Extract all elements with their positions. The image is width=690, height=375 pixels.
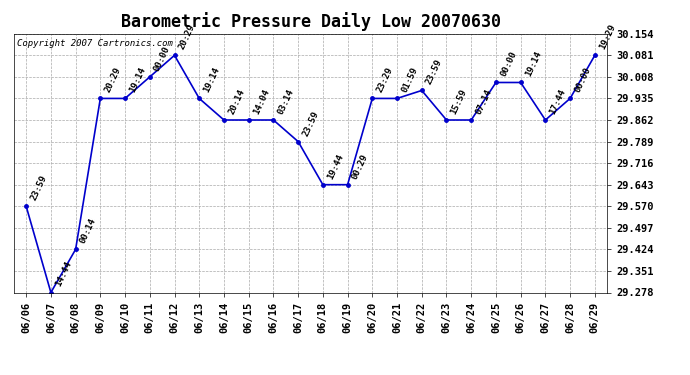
Text: 00:00: 00:00 (152, 45, 172, 73)
Text: 00:29: 00:29 (351, 152, 370, 180)
Text: 03:14: 03:14 (276, 88, 296, 116)
Text: 15:59: 15:59 (449, 88, 469, 116)
Text: 23:59: 23:59 (424, 58, 444, 86)
Text: 19:29: 19:29 (598, 23, 617, 51)
Title: Barometric Pressure Daily Low 20070630: Barometric Pressure Daily Low 20070630 (121, 12, 500, 31)
Text: 00:00: 00:00 (573, 66, 593, 94)
Text: 20:14: 20:14 (227, 88, 246, 116)
Text: 19:14: 19:14 (128, 66, 148, 94)
Text: 00:00: 00:00 (499, 50, 518, 78)
Text: 19:44: 19:44 (326, 152, 345, 180)
Text: 07:14: 07:14 (474, 88, 493, 116)
Text: 23:59: 23:59 (29, 174, 48, 202)
Text: 19:14: 19:14 (524, 50, 543, 78)
Text: Copyright 2007 Cartronics.com: Copyright 2007 Cartronics.com (17, 39, 172, 48)
Text: 23:59: 23:59 (301, 109, 320, 137)
Text: 20:29: 20:29 (103, 66, 123, 94)
Text: 14:04: 14:04 (251, 88, 271, 116)
Text: 14:44: 14:44 (54, 260, 73, 288)
Text: 23:29: 23:29 (375, 66, 395, 94)
Text: 19:14: 19:14 (202, 66, 221, 94)
Text: 20:29: 20:29 (177, 23, 197, 51)
Text: 17:44: 17:44 (548, 88, 568, 116)
Text: 00:14: 00:14 (79, 217, 98, 245)
Text: 01:59: 01:59 (400, 66, 420, 94)
